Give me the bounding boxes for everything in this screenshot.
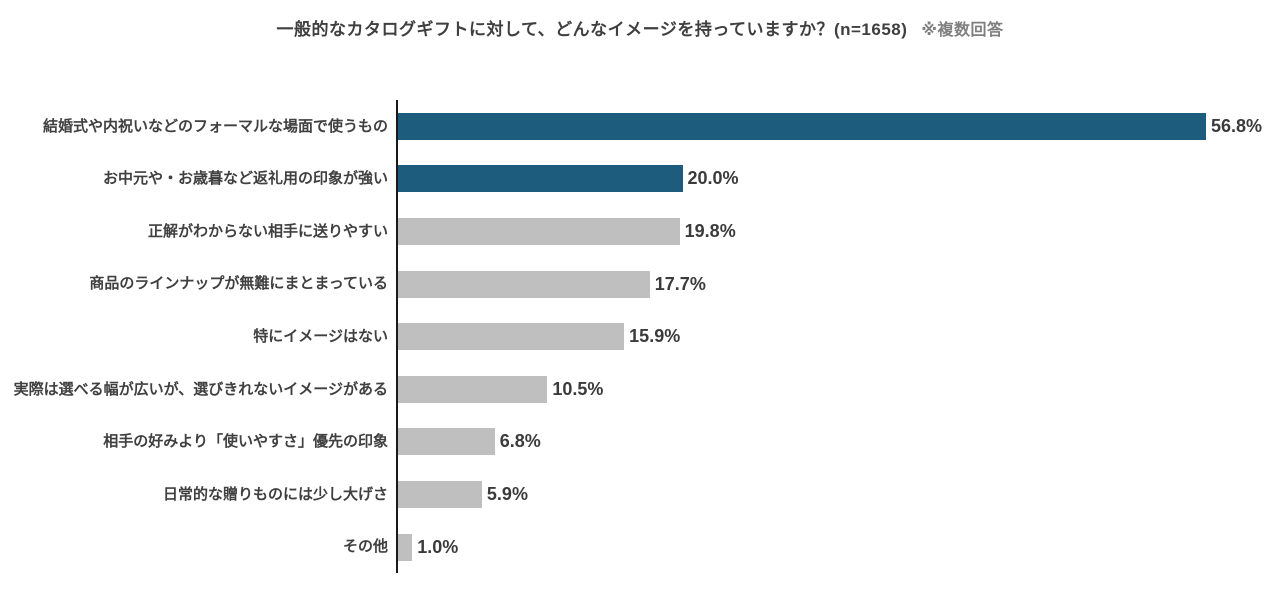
chart-row: 正解がわからない相手に送りやすい 19.8% [0,205,1280,258]
value-label: 20.0% [687,168,739,189]
bar [398,375,548,403]
value-label: 1.0% [417,536,459,557]
bar-zone: 1.0% [396,520,1280,574]
bar [398,533,413,561]
bar [398,480,482,508]
chart-row: 結婚式や内祝いなどのフォーマルな場面で使うもの 56.8% [0,100,1280,153]
chart-row: 特にイメージはない 15.9% [0,310,1280,363]
category-label: 商品のラインナップが無難にまとまっている [89,275,388,293]
value-label: 10.5% [552,378,604,399]
category-label: 実際は選べる幅が広いが、選びきれないイメージがある [13,380,388,398]
chart-row: 商品のラインナップが無難にまとまっている 17.7% [0,257,1280,311]
chart-row: 実際は選べる幅が広いが、選びきれないイメージがある 10.5% [0,362,1280,416]
value-label: 19.8% [684,220,736,241]
chart-title: 一般的なカタログギフトに対して、どんなイメージを持っていますか？(n=1658)… [0,15,1280,40]
category-label: 正解がわからない相手に送りやすい [147,222,388,240]
bar-zone: 15.9% [396,310,1280,363]
chart-row: 相手の好みより「使いやすさ」優先の印象 6.8% [0,415,1280,469]
value-label: 15.9% [629,326,681,347]
bar [398,112,1206,140]
value-label: 6.8% [499,431,541,452]
value-label: 56.8% [1211,115,1263,136]
category-label: お中元や・お歳暮など返礼用の印象が強い [102,170,388,188]
chart-title-main: 一般的なカタログギフトに対して、どんなイメージを持っていますか？(n=1658) [276,20,908,39]
chart-row: 日常的な贈りものには少し大げさ 5.9% [0,468,1280,521]
bar-zone: 6.8% [396,415,1280,469]
category-label: 特にイメージはない [253,328,388,346]
bar-zone: 20.0% [396,152,1280,206]
category-label: 相手の好みより「使いやすさ」優先の印象 [103,433,388,451]
bar [398,270,650,298]
bar [398,217,680,245]
chart-row: その他 1.0% [0,520,1280,574]
category-label: その他 [342,538,388,556]
bar-zone: 5.9% [396,468,1280,521]
category-label: 日常的な贈りものには少し大げさ [162,485,388,503]
value-label: 17.7% [654,273,706,294]
bar [398,323,625,351]
chart-row: お中元や・お歳暮など返礼用の印象が強い 20.0% [0,152,1280,206]
category-label: 結婚式や内祝いなどのフォーマルな場面で使うもの [42,117,388,135]
value-label: 5.9% [486,483,528,504]
chart-title-note: ※複数回答 [921,22,1004,39]
bar-zone: 17.7% [396,257,1280,311]
bar [398,428,495,456]
bar-zone: 10.5% [396,362,1280,416]
bar-zone: 19.8% [396,205,1280,258]
chart-rows: 結婚式や内祝いなどのフォーマルな場面で使うもの 56.8% お中元や・お歳暮など… [0,100,1280,574]
bar [398,165,683,193]
bar-zone: 56.8% [396,100,1280,153]
